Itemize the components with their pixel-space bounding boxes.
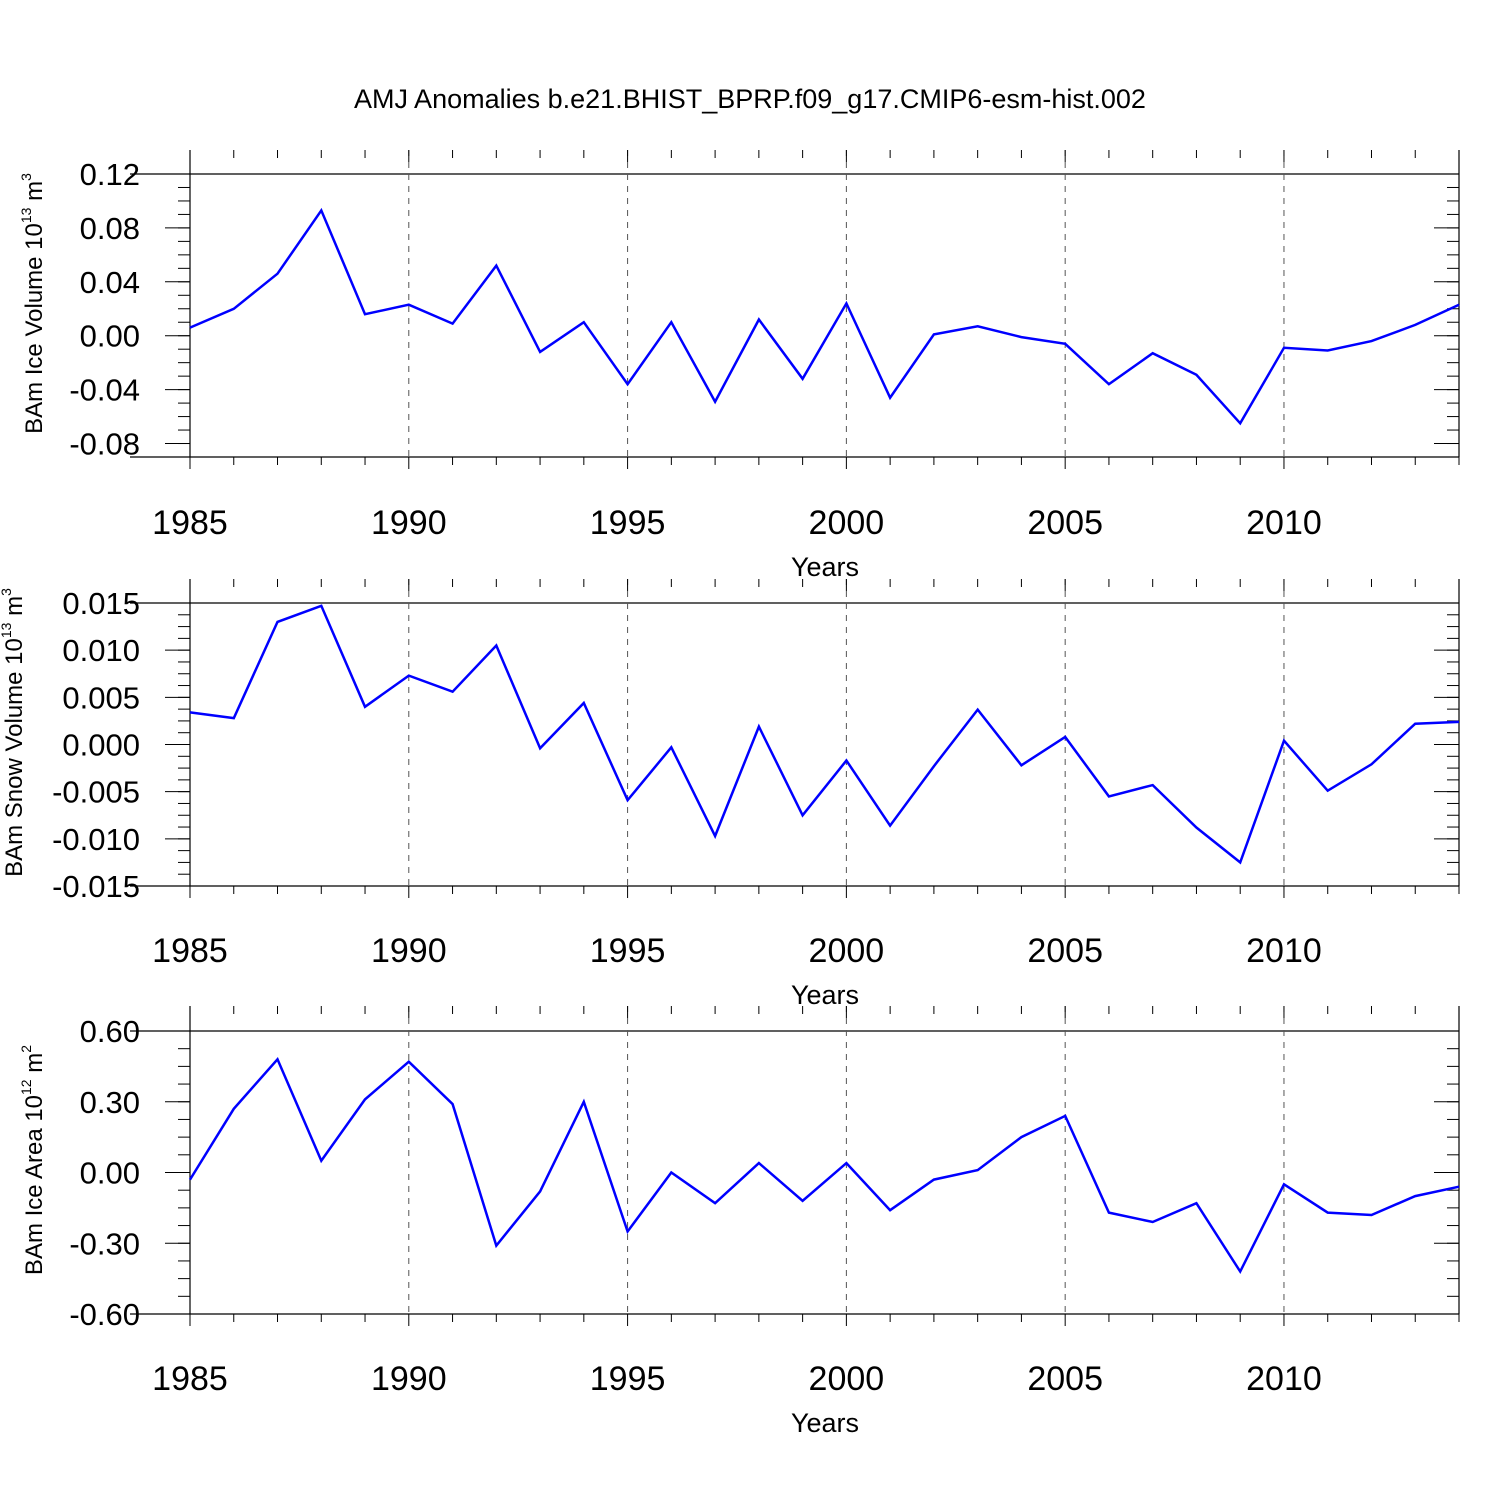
x-tick-label: 1995	[590, 932, 666, 970]
panel-1: 1985 1990 1995 2000 2005 2010 0.12 0.08 0.04 0.00…	[18, 150, 1460, 582]
x-tick-label: 2000	[809, 932, 885, 970]
y-tick-label: -0.60	[69, 1297, 140, 1332]
x-tick-label: 1990	[371, 932, 447, 970]
x-tick-label: 1990	[371, 1360, 447, 1398]
x-tick-label: 2005	[1027, 932, 1103, 970]
x-tick-label: 1990	[371, 504, 447, 542]
y-tick-label: 0.30	[80, 1085, 140, 1120]
panel-2: 1985 1990 1995 2000 2005 2010 0.015 0.010 0.005 0…	[0, 579, 1460, 1010]
x-tick-label: 2010	[1246, 1360, 1322, 1398]
x-axis-label: Years	[791, 980, 859, 1010]
x-tick-label: 1985	[152, 504, 228, 542]
series-line	[189, 207, 1460, 426]
y-axis-label: BAm Ice Area 1012 m2	[18, 1045, 48, 1275]
x-axis-label: Years	[791, 552, 859, 582]
y-tick-label: 0.005	[62, 680, 140, 715]
x-tick-label: 2010	[1246, 932, 1322, 970]
x-tick-label: 2000	[809, 504, 885, 542]
panel-3: 1985 1990 1995 2000 2005 2010 0.60 0.30 0.00 -0.3…	[18, 1006, 1460, 1438]
series-line	[188, 1056, 1460, 1275]
x-tick-label: 1995	[590, 1360, 666, 1398]
x-tick-label: 1985	[152, 1360, 228, 1398]
y-tick-label: 0.60	[80, 1014, 140, 1049]
y-tick-label: 0.08	[80, 211, 140, 246]
y-tick-label: -0.30	[69, 1226, 140, 1261]
x-tick-label: 2005	[1027, 1360, 1103, 1398]
y-tick-label: 0.00	[80, 1156, 140, 1191]
x-tick-label: 2000	[809, 1360, 885, 1398]
x-tick-label: 2005	[1027, 504, 1103, 542]
y-tick-label: 0.015	[62, 586, 140, 621]
y-tick-label: -0.005	[52, 775, 140, 810]
y-tick-label: 0.010	[62, 633, 140, 668]
x-tick-label: 1985	[152, 932, 228, 970]
y-tick-label: 0.12	[80, 157, 140, 192]
y-tick-label: -0.08	[69, 427, 140, 462]
y-tick-label: 0.00	[80, 319, 140, 354]
y-axis-label: BAm Ice Volume 1013 m3	[18, 173, 48, 434]
x-tick-label: 2010	[1246, 504, 1322, 542]
y-tick-label: -0.010	[52, 822, 140, 857]
x-tick-label: 1995	[590, 504, 666, 542]
x-axis-label: Years	[791, 1408, 859, 1438]
y-tick-label: 0.000	[62, 728, 140, 763]
y-tick-label: -0.04	[69, 373, 140, 408]
y-axis-label: BAm Snow Volume 1013 m3	[0, 588, 28, 877]
y-tick-label: 0.04	[80, 265, 140, 300]
figure-title: AMJ Anomalies b.e21.BHIST_BPRP.f09_g17.C…	[354, 84, 1146, 114]
series-line	[189, 604, 1460, 865]
y-tick-label: -0.015	[52, 869, 140, 904]
